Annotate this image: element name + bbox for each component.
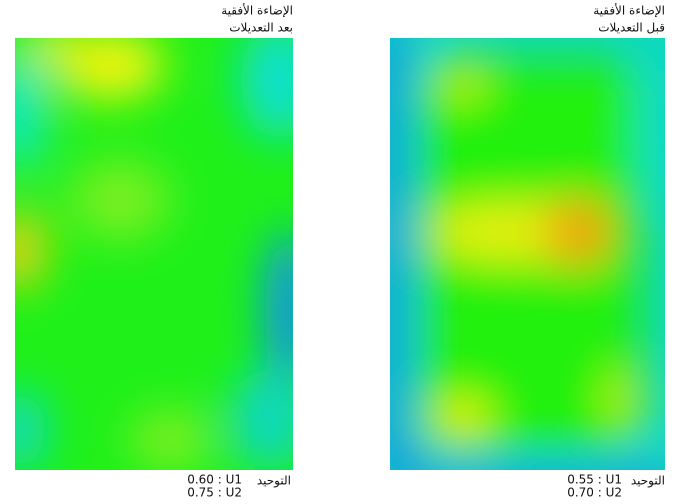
panel-subtitle: بعد التعديلات bbox=[229, 21, 293, 35]
uniformity-label: التوحيد bbox=[257, 474, 291, 489]
heatmap-after bbox=[15, 38, 293, 470]
panel-subtitle: قبل التعديلات bbox=[598, 21, 665, 35]
u1-value: 0.60 : U1 bbox=[187, 473, 242, 487]
u2-value: 0.70 : U2 bbox=[567, 486, 622, 500]
u2-value: 0.75 : U2 bbox=[187, 486, 242, 500]
uniformity-label: التوحيد bbox=[631, 474, 665, 489]
u1-value: 0.55 : U1 bbox=[567, 473, 622, 487]
panel-title: الإضاءة الأفقية bbox=[593, 3, 665, 18]
heatmap-before bbox=[390, 38, 665, 470]
panel-title: الإضاءة الأفقية bbox=[221, 3, 293, 18]
